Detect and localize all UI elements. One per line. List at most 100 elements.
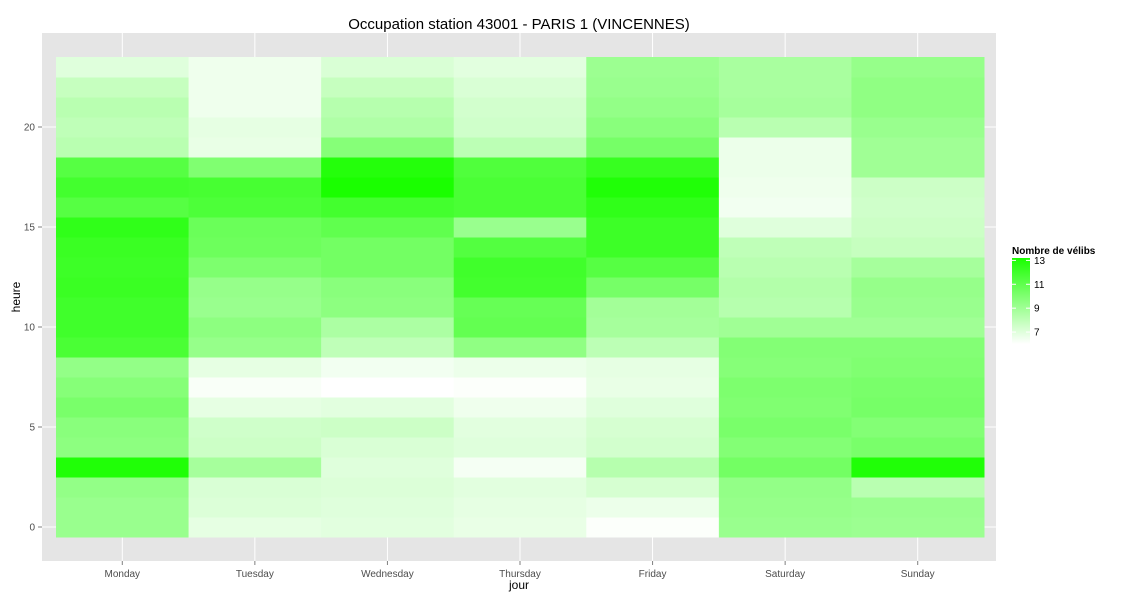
heatmap-tile <box>188 157 322 178</box>
heatmap-tile <box>718 117 852 138</box>
heatmap-tile <box>586 317 720 338</box>
heatmap-tile <box>56 277 190 298</box>
y-tick-label: 5 <box>29 423 35 434</box>
heatmap-tile <box>586 397 720 418</box>
heatmap-tile <box>453 417 587 438</box>
heatmap-tile <box>586 457 720 478</box>
heatmap-tile <box>586 197 720 218</box>
heatmap-tile <box>453 297 587 318</box>
heatmap-tile <box>321 397 455 418</box>
heatmap-tile <box>321 417 455 438</box>
heatmap-tile <box>586 377 720 398</box>
heatmap-tile <box>321 277 455 298</box>
heatmap-tile <box>453 197 587 218</box>
heatmap-tile <box>851 77 985 98</box>
heatmap-tile <box>56 417 190 438</box>
heatmap-tile <box>56 397 190 418</box>
heatmap-tile <box>851 217 985 238</box>
heatmap-tile <box>851 197 985 218</box>
heatmap-tile <box>453 317 587 338</box>
heatmap-tile <box>453 97 587 118</box>
heatmap-tile <box>586 417 720 438</box>
legend-ticks: 7 9 11 13 <box>1012 256 1046 339</box>
heatmap-tile <box>851 477 985 498</box>
heatmap-tile <box>851 337 985 358</box>
heatmap-tile <box>586 477 720 498</box>
heatmap-tile <box>321 197 455 218</box>
heatmap-tile <box>851 277 985 298</box>
heatmap-tile <box>718 317 852 338</box>
heatmap-tile <box>586 497 720 518</box>
heatmap-tile <box>453 497 587 518</box>
heatmap-tile <box>718 217 852 238</box>
heatmap-tile <box>586 97 720 118</box>
heatmap-tile <box>851 137 985 158</box>
heatmap-tile <box>56 477 190 498</box>
heatmap-tile <box>188 377 322 398</box>
y-axis-title: heure <box>9 281 23 312</box>
heatmap-tile <box>188 237 322 258</box>
heatmap-tile <box>718 297 852 318</box>
y-tick-label: 20 <box>24 123 36 134</box>
heatmap-tile <box>56 237 190 258</box>
color-legend: Nombre de vélibs 7 9 11 13 <box>1012 246 1096 344</box>
heatmap-tile <box>321 157 455 178</box>
heatmap-tile <box>718 177 852 198</box>
heatmap-tile <box>718 337 852 358</box>
x-tick-label: Sunday <box>901 569 935 580</box>
heatmap-tile <box>321 137 455 158</box>
x-tick-label: Wednesday <box>361 569 414 580</box>
chart-title: Occupation station 43001 - PARIS 1 (VINC… <box>348 16 690 33</box>
heatmap-tile <box>718 477 852 498</box>
heatmap-tile <box>586 337 720 358</box>
heatmap-tile <box>321 177 455 198</box>
heatmap-tile <box>321 97 455 118</box>
heatmap-tile <box>453 257 587 278</box>
heatmap-tile <box>851 437 985 458</box>
heatmap-tile <box>188 437 322 458</box>
heatmap-tiles <box>56 57 985 538</box>
heatmap-tile <box>321 457 455 478</box>
heatmap-tile <box>188 117 322 138</box>
heatmap-tile <box>718 457 852 478</box>
heatmap-tile <box>188 137 322 158</box>
heatmap-tile <box>321 77 455 98</box>
heatmap-tile <box>56 137 190 158</box>
heatmap-tile <box>851 497 985 518</box>
heatmap-tile <box>321 117 455 138</box>
heatmap-tile <box>188 97 322 118</box>
heatmap-tile <box>851 57 985 78</box>
heatmap-tile <box>718 417 852 438</box>
heatmap-tile <box>188 77 322 98</box>
x-tick-label: Friday <box>639 569 667 580</box>
heatmap-tile <box>586 237 720 258</box>
heatmap-tile <box>56 117 190 138</box>
legend-tick-label: 11 <box>1034 280 1045 291</box>
x-tick-label: Thursday <box>499 569 541 580</box>
heatmap-tile <box>321 517 455 538</box>
heatmap-tile <box>321 237 455 258</box>
heatmap-tile <box>321 317 455 338</box>
x-axis-title: jour <box>508 578 529 592</box>
heatmap-tile <box>56 97 190 118</box>
heatmap-tile <box>718 57 852 78</box>
heatmap-tile <box>321 357 455 378</box>
heatmap-tile <box>321 497 455 518</box>
heatmap-tile <box>851 297 985 318</box>
heatmap-tile <box>851 457 985 478</box>
heatmap-tile <box>453 477 587 498</box>
heatmap-tile <box>56 377 190 398</box>
heatmap-tile <box>56 517 190 538</box>
heatmap-tile <box>586 57 720 78</box>
heatmap-tile <box>851 317 985 338</box>
x-tick-label: Saturday <box>765 569 805 580</box>
heatmap-tile <box>586 257 720 278</box>
heatmap-tile <box>453 177 587 198</box>
heatmap-tile <box>56 437 190 458</box>
heatmap-tile <box>56 297 190 318</box>
heatmap-tile <box>321 217 455 238</box>
heatmap-tile <box>718 277 852 298</box>
heatmap-tile <box>188 457 322 478</box>
heatmap-tile <box>851 517 985 538</box>
y-tick-label: 10 <box>24 323 36 334</box>
